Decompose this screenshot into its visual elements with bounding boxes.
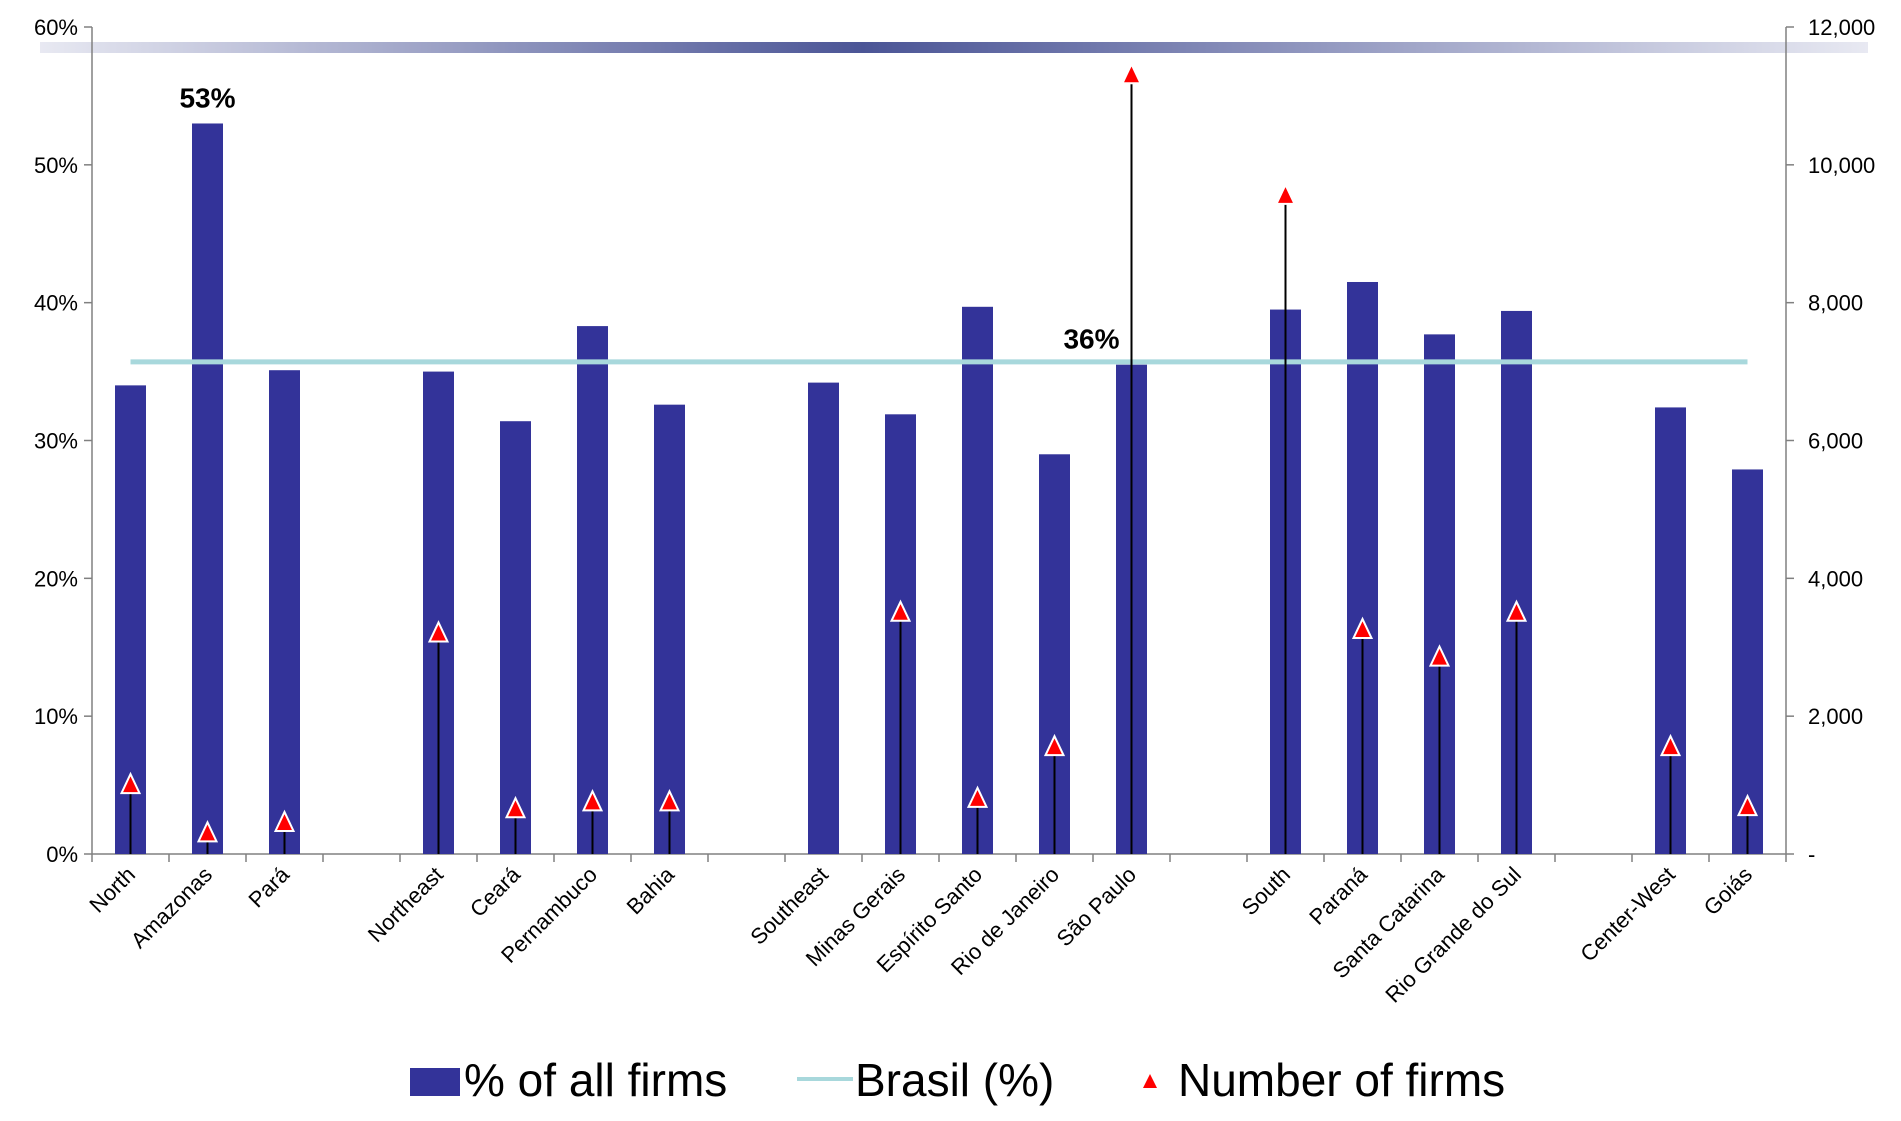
firms-marker-17 <box>1428 644 1451 667</box>
right-tick-label: - <box>1808 842 1815 867</box>
firms-marker-2 <box>273 809 296 832</box>
firms-marker-15 <box>1274 182 1297 205</box>
legend-label-line: Brasil (%) <box>855 1054 1054 1106</box>
firms-marker-7 <box>658 788 681 812</box>
category-label: Bahia <box>622 861 680 919</box>
category-label: Center-West <box>1575 862 1680 967</box>
bar-pct-11 <box>962 306 993 855</box>
left-tick-label: 40% <box>34 291 78 316</box>
category-label: North <box>84 862 140 918</box>
left-tick-label: 0% <box>46 842 78 867</box>
right-tick-label: 2,000 <box>1808 704 1863 729</box>
bar-pct-21 <box>1732 469 1763 854</box>
right-tick-label: 12,000 <box>1808 15 1875 40</box>
legend-label-marker: Number of firms <box>1178 1054 1505 1106</box>
bar-pct-9 <box>808 382 839 854</box>
left-tick-label: 50% <box>34 153 78 178</box>
left-tick-label: 60% <box>34 15 78 40</box>
plot-area: 0% 10% 20% 30% 40% 50% 60% - 2,000 4,000 6,000 8,00… <box>34 15 1875 1008</box>
legend: % of all firms Brasil (%) Number of firms <box>410 1054 1505 1106</box>
category-label: Paraná <box>1304 861 1372 929</box>
right-tick-label: 4,000 <box>1808 566 1863 591</box>
firms-marker-5 <box>504 795 527 819</box>
firms-marker-18 <box>1505 599 1528 622</box>
firms-marker-6 <box>581 788 604 812</box>
firms-marker-11 <box>966 785 989 808</box>
title-divider <box>40 42 1868 53</box>
category-label: São Paulo <box>1052 862 1141 951</box>
firms-marker-21 <box>1736 793 1759 817</box>
bar-pct-5 <box>500 421 531 854</box>
category-label: South <box>1237 862 1295 920</box>
bar-pct-1 <box>192 123 223 854</box>
legend-swatch-marker <box>1143 1074 1157 1088</box>
category-label: Northeast <box>363 862 448 947</box>
legend-label-bar: % of all firms <box>464 1054 727 1106</box>
right-tick-label: 10,000 <box>1808 153 1875 178</box>
left-tick-label: 10% <box>34 704 78 729</box>
firms-marker-4 <box>427 620 450 643</box>
category-label: Rio Grande do Sul <box>1380 862 1526 1008</box>
firms-marker-12 <box>1043 733 1066 757</box>
category-label: Pará <box>243 861 294 912</box>
bar-pct-2 <box>269 370 300 854</box>
right-tick-label: 6,000 <box>1808 429 1863 454</box>
firms-marker-13 <box>1120 61 1143 85</box>
right-tick-label: 8,000 <box>1808 291 1863 316</box>
firms-marker-0 <box>119 771 142 795</box>
value-annotation: 53% <box>179 82 235 113</box>
value-annotation: 36% <box>1063 324 1119 355</box>
category-label: Amazonas <box>126 862 217 953</box>
legend-swatch-bar <box>410 1068 460 1096</box>
firms-marker-20 <box>1659 733 1682 757</box>
firms-marker-16 <box>1351 616 1374 640</box>
bar-pct-7 <box>654 404 685 854</box>
category-label: Goiás <box>1699 862 1757 920</box>
left-tick-label: 20% <box>34 566 78 591</box>
bar-pct-6 <box>577 326 608 854</box>
category-label: Ceará <box>465 861 526 922</box>
firms-marker-1 <box>196 819 219 843</box>
left-tick-label: 30% <box>34 429 78 454</box>
firms-marker-10 <box>889 599 912 622</box>
